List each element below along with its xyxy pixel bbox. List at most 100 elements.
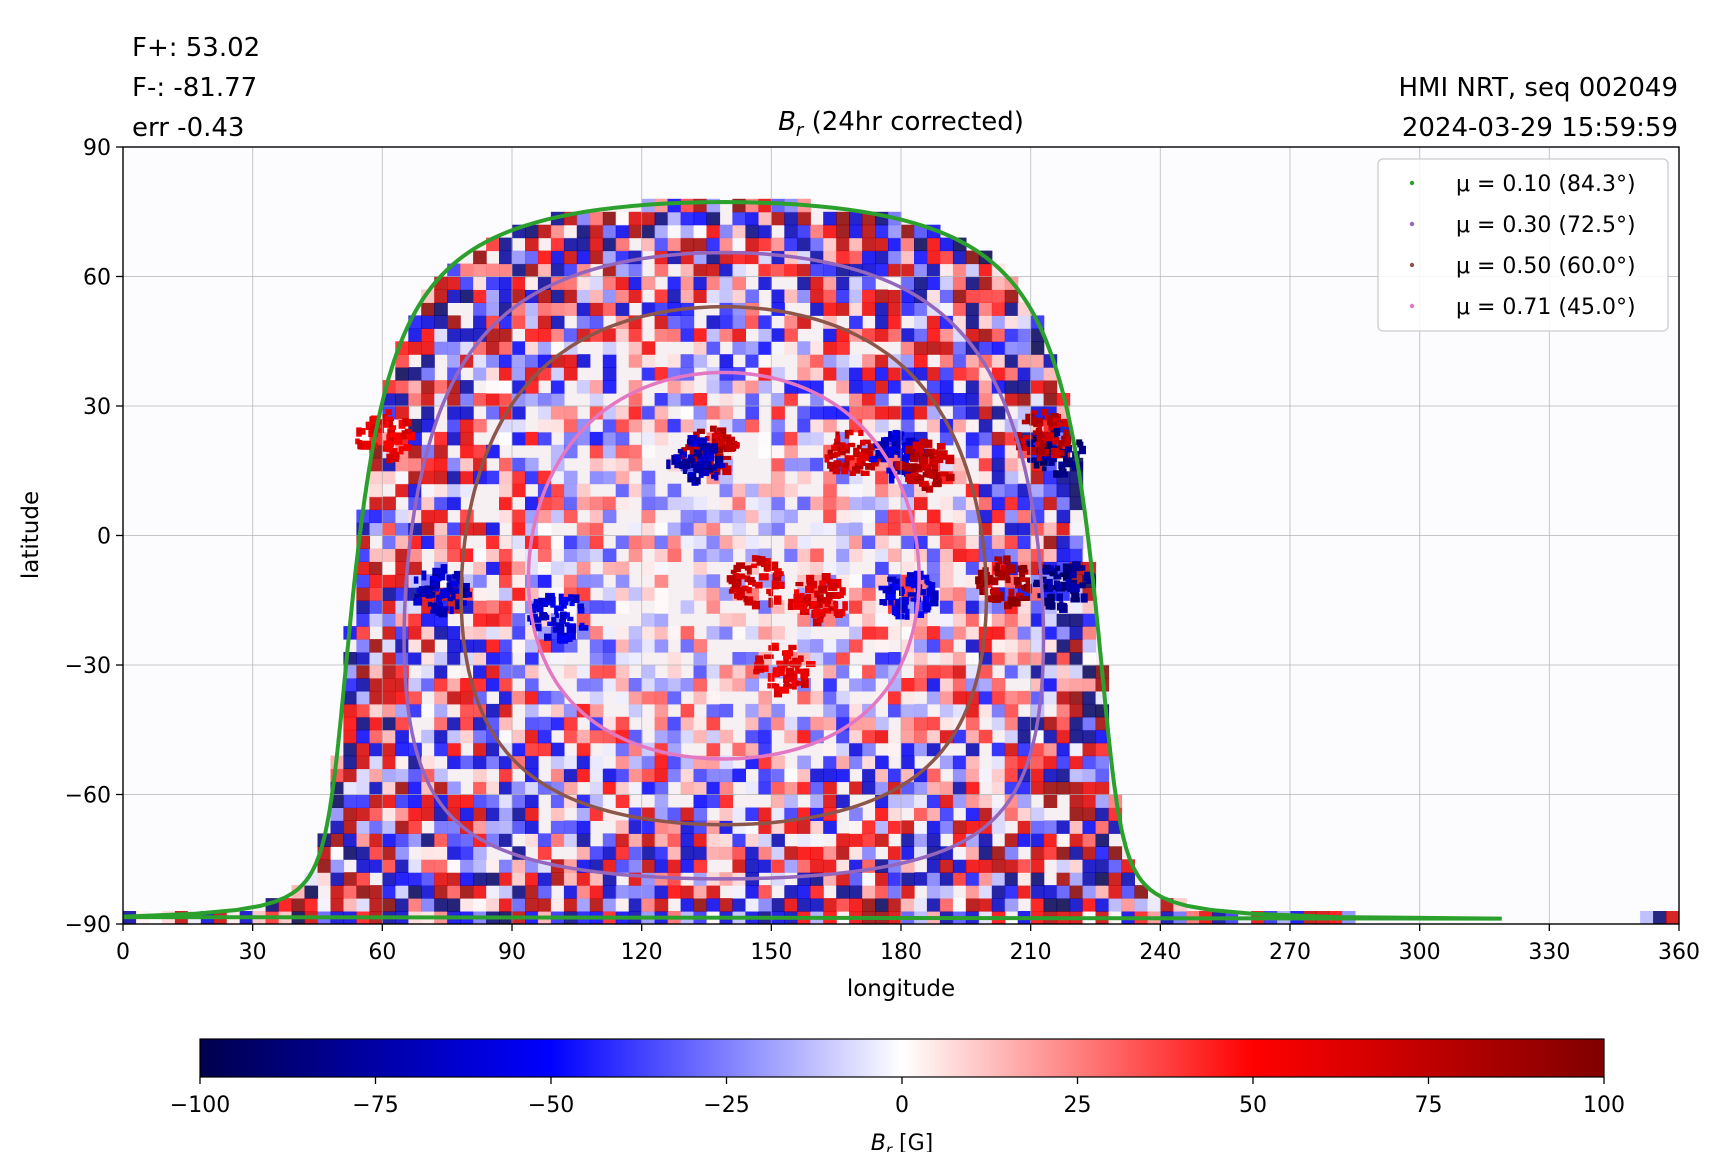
field-pixel — [797, 755, 811, 770]
field-pixel — [1082, 755, 1097, 770]
field-pixel — [939, 639, 954, 653]
x-tick-label: 330 — [1528, 940, 1570, 965]
field-pixel — [849, 302, 863, 316]
field-pixel — [1030, 898, 1045, 912]
field-pixel — [460, 872, 474, 886]
field-pixel — [369, 483, 383, 498]
field-pixel — [1056, 833, 1071, 847]
active-region-pixel — [940, 471, 949, 477]
field-pixel — [862, 781, 876, 795]
field-pixel — [356, 794, 370, 808]
active-region-pixel — [833, 603, 839, 613]
field-pixel — [693, 224, 708, 239]
field-pixel — [1082, 794, 1097, 808]
field-pixel — [1069, 820, 1084, 834]
field-pixel — [615, 768, 630, 783]
active-region-pixel — [390, 454, 399, 462]
field-pixel — [563, 781, 578, 795]
active-region-pixel — [560, 611, 566, 622]
active-region-pixel — [707, 452, 715, 462]
field-pixel — [576, 237, 591, 252]
active-region-pixel — [688, 471, 693, 477]
field-pixel — [888, 237, 902, 252]
field-pixel — [1030, 781, 1045, 795]
field-pixel — [460, 380, 474, 394]
active-region-pixel — [754, 555, 762, 560]
field-pixel — [965, 367, 980, 381]
field-pixel — [589, 768, 604, 783]
field-pixel — [888, 302, 902, 316]
field-pixel — [914, 742, 928, 757]
field-pixel — [680, 807, 695, 821]
field-pixel — [939, 613, 954, 627]
field-pixel — [589, 237, 604, 252]
field-pixel — [356, 768, 370, 783]
field-pixel — [369, 768, 383, 783]
active-region-pixel — [718, 437, 723, 447]
field-pixel — [875, 885, 889, 899]
active-region-pixel — [433, 580, 439, 587]
field-pixel — [706, 548, 721, 562]
field-pixel — [849, 548, 863, 562]
field-pixel — [628, 289, 643, 303]
field-pixel — [680, 522, 695, 536]
field-pixel — [1082, 846, 1097, 860]
field-pixel — [849, 678, 863, 692]
field-pixel — [356, 665, 370, 679]
field-pixel — [926, 522, 941, 536]
field-pixel — [784, 548, 798, 562]
active-region-pixel — [779, 686, 789, 694]
field-pixel — [356, 833, 370, 847]
field-pixel — [525, 341, 539, 355]
field-pixel — [421, 652, 435, 666]
field-pixel — [680, 509, 695, 524]
field-pixel — [693, 393, 708, 407]
field-pixel — [382, 716, 396, 731]
field-pixel — [525, 794, 539, 808]
field-pixel — [512, 690, 526, 705]
field-pixel — [641, 859, 656, 873]
field-pixel — [965, 354, 980, 368]
field-pixel — [369, 794, 383, 808]
field-pixel — [1147, 898, 1161, 912]
field-pixel — [952, 600, 967, 614]
field-pixel — [525, 898, 539, 912]
field-pixel — [602, 211, 617, 226]
field-pixel — [395, 613, 409, 627]
active-region-pixel — [795, 582, 804, 587]
active-region-pixel — [985, 595, 994, 602]
field-pixel — [615, 820, 630, 834]
field-pixel — [862, 626, 876, 640]
field-pixel — [317, 898, 332, 912]
field-pixel — [693, 341, 708, 355]
field-pixel — [460, 444, 474, 459]
field-pixel — [1056, 535, 1071, 549]
field-pixel — [537, 885, 552, 899]
field-pixel — [991, 768, 1006, 783]
field-pixel — [550, 898, 565, 912]
field-pixel — [382, 690, 396, 705]
field-pixel — [486, 561, 500, 575]
active-region-pixel — [386, 434, 393, 444]
active-region-pixel — [744, 596, 754, 606]
active-region-pixel — [793, 593, 803, 604]
field-pixel — [706, 885, 721, 899]
field-pixel — [1017, 742, 1032, 757]
field-pixel — [667, 380, 682, 394]
field-pixel — [1043, 833, 1058, 847]
field-pixel — [421, 755, 435, 770]
field-pixel — [576, 898, 591, 912]
field-pixel — [914, 716, 928, 731]
active-region-pixel — [1016, 592, 1021, 598]
field-pixel — [512, 665, 526, 679]
field-pixel — [810, 406, 824, 420]
field-pixel — [1017, 820, 1032, 834]
field-pixel — [836, 665, 850, 679]
field-pixel — [576, 302, 591, 316]
field-pixel — [926, 742, 941, 757]
field-pixel — [563, 263, 578, 278]
field-pixel — [1030, 470, 1045, 485]
colorbar-tick-label: 100 — [1583, 1093, 1625, 1118]
field-pixel — [693, 587, 708, 601]
